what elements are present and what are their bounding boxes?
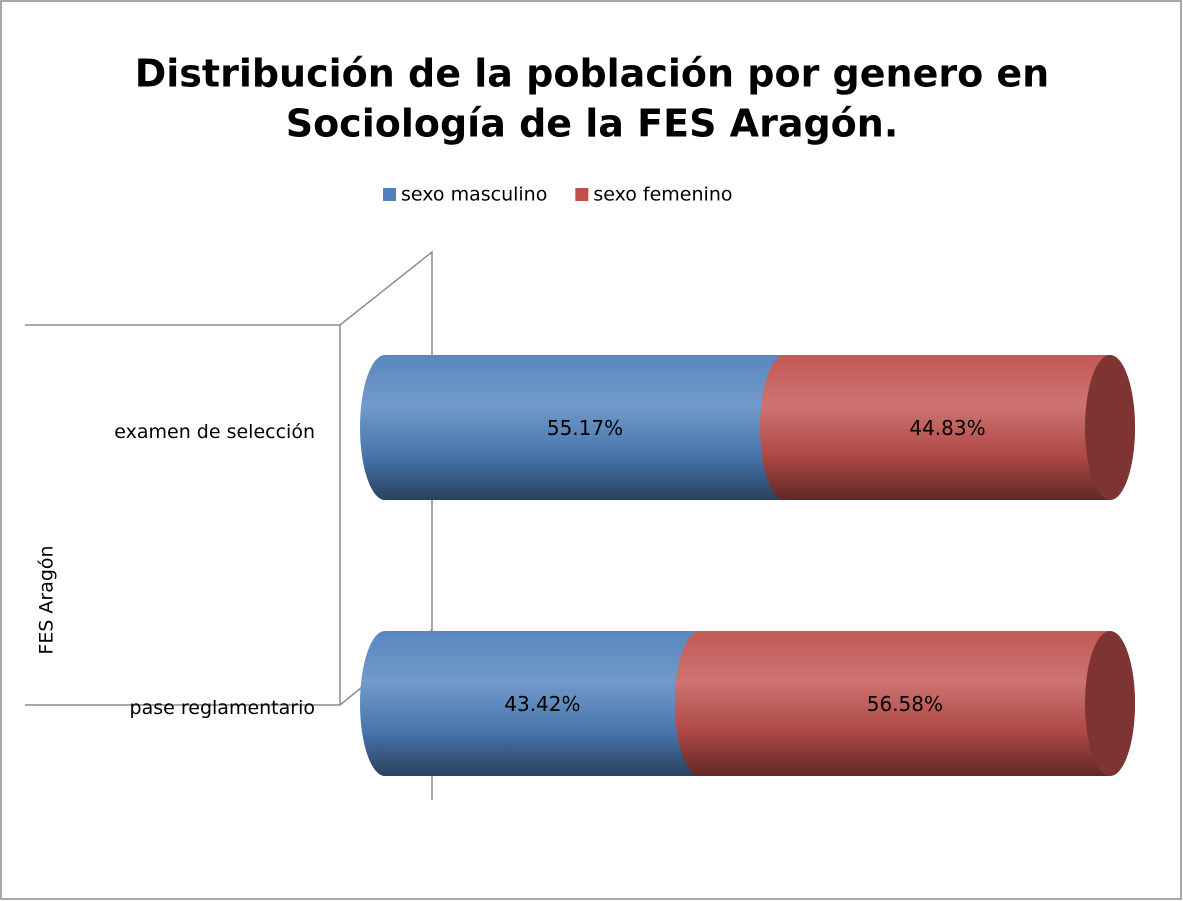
chart-title: Sociología de la FES Aragón. bbox=[286, 102, 899, 146]
wall-line bbox=[25, 250, 433, 800]
chart-title: Distribución de la población por genero … bbox=[135, 52, 1050, 96]
legend-swatch bbox=[575, 188, 589, 201]
data-label: 43.42% bbox=[504, 692, 580, 716]
legend-swatch bbox=[383, 188, 396, 201]
data-label: 44.83% bbox=[909, 416, 985, 440]
bar-end-cap bbox=[1085, 631, 1135, 776]
y-axis-label: FES Aragón bbox=[36, 545, 58, 654]
data-label: 55.17% bbox=[547, 416, 623, 440]
bar-end-cap bbox=[1085, 355, 1135, 500]
y-tick-label: examen de selección bbox=[114, 421, 315, 443]
y-tick-label: pase reglamentario bbox=[130, 697, 315, 719]
bar-segment bbox=[674, 631, 1135, 776]
legend-label: sexo masculino bbox=[401, 184, 547, 206]
bar-segment bbox=[759, 355, 1135, 500]
bar-segment bbox=[360, 631, 725, 776]
legend-label: sexo femenino bbox=[593, 184, 732, 206]
bar-segment bbox=[360, 355, 810, 500]
data-label: 56.58% bbox=[867, 692, 943, 716]
